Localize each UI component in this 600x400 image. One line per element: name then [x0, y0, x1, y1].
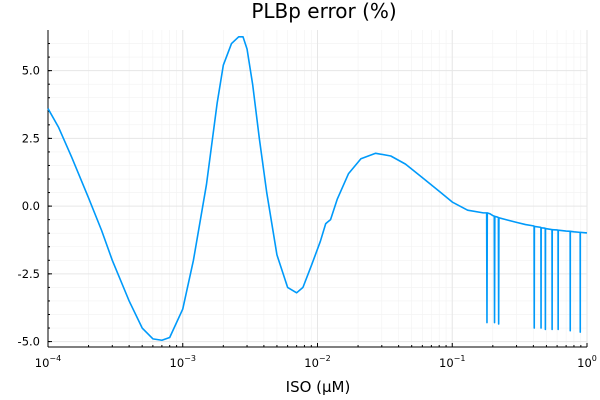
- x-axis-label: ISO (μM): [286, 378, 351, 396]
- y-tick-label: -2.5: [18, 267, 40, 281]
- x-tick-label: 10−3: [170, 354, 196, 370]
- series-line-1: [47, 35, 588, 342]
- y-tick-label: 0.0: [22, 199, 40, 213]
- x-tick-label: 10−2: [304, 354, 330, 370]
- x-tick-label: 10−4: [35, 354, 61, 370]
- chart-title: PLBp error (%): [251, 0, 396, 23]
- y-tick-label: 2.5: [22, 131, 40, 145]
- axes: [47, 30, 588, 348]
- y-tick-label: -5.0: [18, 335, 40, 349]
- x-tick-label: 10−1: [439, 354, 465, 370]
- tick-labels: 10−4 10−3 10−2 10−1 100 -5.0 -2.5 0.0 2.5 5.0: [18, 64, 597, 370]
- x-tick-label: 100: [577, 354, 597, 370]
- series-group: [47, 35, 588, 342]
- y-tick-label: 5.0: [22, 64, 40, 78]
